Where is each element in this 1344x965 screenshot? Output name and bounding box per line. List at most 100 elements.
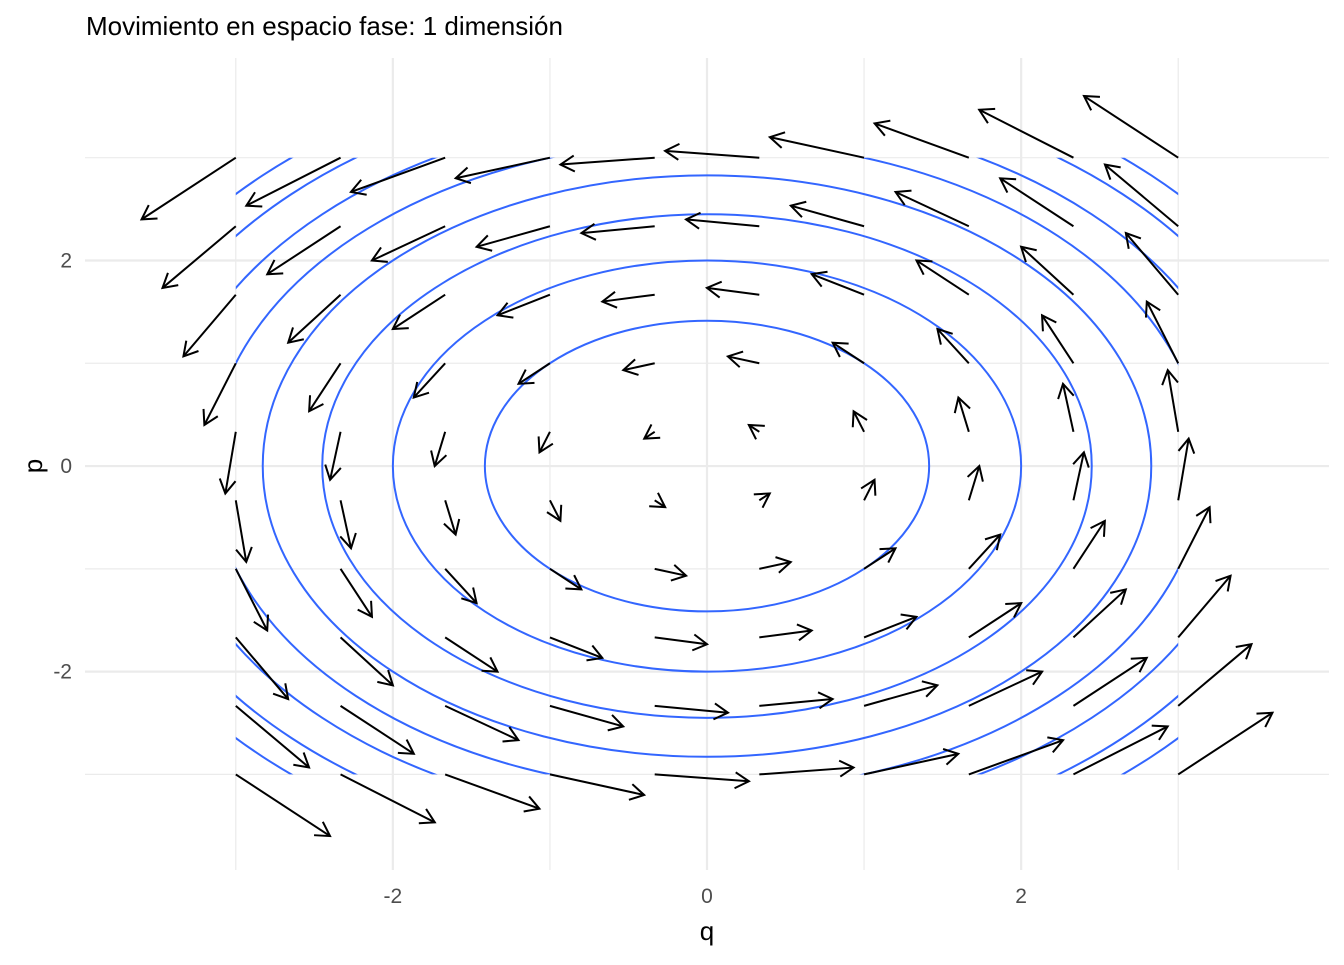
vector-arrow (444, 568, 478, 605)
arrow-shaft (863, 752, 959, 776)
vector-arrow (725, 350, 760, 368)
x-tick-label: -2 (384, 885, 403, 908)
arrow-shaft (1125, 232, 1179, 296)
arrow-head (412, 381, 430, 400)
arrow-head (357, 600, 374, 619)
arrow-head (1057, 381, 1075, 400)
vector-arrow (863, 680, 940, 707)
arrow-head (1124, 231, 1142, 249)
arrow-shaft (936, 328, 970, 364)
vector-arrow (914, 259, 970, 296)
arrow-shaft (581, 225, 655, 235)
vector-arrow (642, 423, 661, 440)
vector-arrow (537, 431, 554, 455)
arrow-head (936, 327, 953, 345)
arrow-shaft (759, 561, 791, 570)
arrow-head (516, 369, 535, 385)
arrow-head (684, 211, 701, 230)
arrow-head (558, 154, 576, 173)
vector-arrow (968, 669, 1044, 707)
arrow-shaft (1177, 438, 1190, 501)
arrow-head (160, 272, 179, 290)
arrow-head (1195, 505, 1212, 524)
arrow-head (293, 752, 311, 769)
vector-arrow (218, 431, 237, 496)
arrow-shaft (476, 225, 551, 248)
vector-arrow (139, 156, 237, 221)
arrow-head (621, 358, 639, 376)
arrow-head (474, 234, 493, 252)
arrow-shaft (549, 773, 645, 796)
arrow-shaft (339, 500, 352, 549)
vector-arrow (324, 431, 342, 482)
arrow-head (391, 314, 409, 331)
vector-arrow (968, 602, 1023, 639)
arrow-shaft (444, 499, 457, 535)
vector-arrow (1124, 231, 1179, 296)
arrow-shaft (863, 615, 917, 639)
arrow-head (1047, 736, 1065, 754)
arrow-shaft (203, 362, 237, 426)
vector-arrow (654, 702, 730, 721)
arrow-shaft (1177, 506, 1211, 570)
arrow-head (397, 739, 416, 755)
arrow-head (838, 759, 856, 778)
vector-arrow (759, 623, 814, 642)
arrow-shaft (266, 225, 342, 276)
vector-arrow (654, 771, 751, 790)
arrow-head (1103, 163, 1121, 180)
arrow-shaft (863, 479, 876, 501)
vector-arrow (893, 189, 970, 228)
arrow-head (244, 191, 263, 208)
vector-arrow (809, 270, 865, 296)
arrow-shaft (444, 704, 519, 742)
arrow-shaft (517, 362, 551, 385)
arrow-shaft (308, 362, 342, 412)
arrow-shaft (1072, 452, 1085, 501)
arrow-head (1019, 245, 1037, 263)
vector-arrow (1072, 519, 1106, 570)
arrow-shaft (759, 698, 833, 707)
arrow-shaft (759, 766, 854, 776)
vector-arrow (654, 564, 689, 582)
vector-arrow (549, 773, 647, 801)
arrow-head (377, 669, 395, 687)
arrow-head (1177, 436, 1196, 454)
vector-arrow (1177, 574, 1232, 639)
arrow-shaft (245, 156, 342, 207)
arrow-shaft (727, 355, 760, 365)
arrow-shaft (549, 499, 562, 522)
vector-arrow (349, 156, 446, 196)
grid-lines (85, 58, 1329, 870)
arrow-shaft (497, 293, 551, 317)
vector-arrow (998, 177, 1074, 228)
arrow-shaft (602, 293, 655, 303)
arrow-shaft (1104, 163, 1179, 228)
vector-arrow (1103, 163, 1179, 228)
arrow-shaft (339, 568, 373, 618)
vector-arrow (1057, 381, 1075, 433)
vector-arrow (558, 154, 655, 173)
contour-line (261, 174, 1153, 758)
arrow-head (642, 423, 661, 440)
arrow-head (349, 179, 367, 196)
arrow-head (586, 644, 605, 662)
tick-labels: -2 0 2 -2 0 2 (53, 249, 1027, 908)
vector-arrow (936, 327, 970, 364)
vector-arrow (788, 200, 865, 228)
arrow-shaft (685, 218, 760, 228)
arrow-shaft (1072, 520, 1106, 570)
vector-arrow (1072, 450, 1090, 501)
arrow-shaft (340, 773, 436, 824)
arrow-shaft (444, 773, 540, 810)
arrow-head (977, 107, 996, 124)
arrow-shaft (549, 568, 582, 591)
arrow-head (265, 259, 284, 276)
arrow-shaft (340, 705, 415, 755)
arrow-shaft (968, 670, 1043, 707)
vector-arrow (860, 477, 877, 501)
vector-arrow (663, 142, 760, 161)
arrow-shaft (863, 547, 897, 570)
arrow-head (286, 327, 305, 345)
vector-arrow (444, 704, 521, 743)
